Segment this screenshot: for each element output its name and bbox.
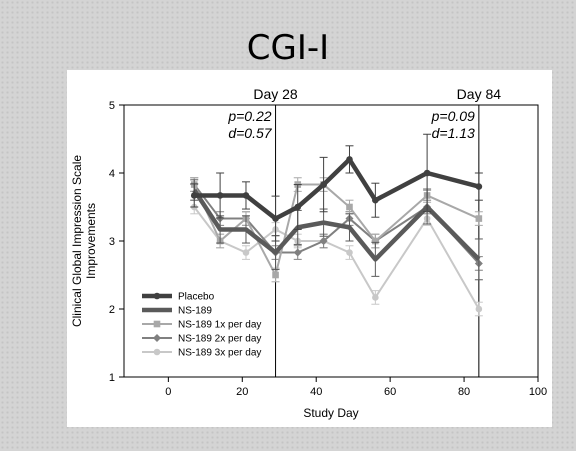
data-point bbox=[346, 203, 353, 211]
legend-marker bbox=[153, 292, 161, 300]
effect-size-label: d=0.57 bbox=[228, 125, 272, 141]
x-tick-label: 20 bbox=[236, 386, 248, 398]
data-point bbox=[320, 181, 327, 188]
legend-marker bbox=[153, 348, 161, 356]
y-tick-label: 3 bbox=[109, 236, 115, 248]
data-point bbox=[475, 305, 483, 313]
data-point bbox=[372, 237, 379, 245]
legend-label: NS-189 1x per day bbox=[178, 320, 261, 331]
y-tick-label: 2 bbox=[109, 304, 115, 316]
series-line bbox=[192, 188, 481, 262]
cgi-line-chart: 0 20 40 60 80 100 1 2 3 4 5 Study Day Clinical Globa… bbox=[70, 86, 547, 420]
legend-marker bbox=[153, 320, 161, 328]
x-tick-label: 40 bbox=[310, 386, 322, 398]
series-line bbox=[193, 183, 480, 265]
legend-label: Placebo bbox=[178, 292, 215, 303]
p-value-label: p=0.09 bbox=[431, 108, 475, 124]
data-point bbox=[190, 192, 198, 199]
legend-label: NS-189 bbox=[178, 306, 212, 317]
p-value-label: p=0.22 bbox=[227, 108, 271, 124]
series-line bbox=[194, 157, 480, 221]
x-tick-label: 60 bbox=[384, 386, 396, 398]
y-axis-label: Improvements bbox=[84, 203, 98, 279]
data-point bbox=[294, 203, 302, 211]
x-tick-label: 80 bbox=[458, 386, 470, 398]
data-point bbox=[423, 169, 431, 177]
data-point bbox=[372, 196, 379, 204]
data-point bbox=[319, 237, 328, 245]
data-point bbox=[475, 215, 483, 222]
series-line bbox=[193, 206, 480, 310]
data-point bbox=[293, 248, 302, 257]
effect-size-label: d=1.13 bbox=[432, 125, 475, 141]
data-point bbox=[272, 215, 279, 222]
legend-marker bbox=[153, 334, 161, 342]
data-point bbox=[346, 156, 353, 163]
data-point bbox=[372, 294, 379, 301]
x-tick-label: 0 bbox=[165, 386, 171, 398]
y-tick-label: 4 bbox=[109, 168, 115, 180]
x-axis-label: Study Day bbox=[303, 406, 358, 420]
data-point bbox=[242, 192, 250, 199]
x-tick-label: 100 bbox=[529, 386, 547, 398]
legend-label: NS-189 2x per day bbox=[178, 334, 261, 345]
data-point bbox=[242, 249, 250, 256]
reference-line-label: Day 84 bbox=[457, 86, 502, 102]
y-tick-label: 5 bbox=[109, 100, 115, 112]
data-point bbox=[475, 183, 483, 190]
data-point bbox=[272, 271, 279, 279]
data-point bbox=[216, 192, 224, 199]
slide-title: CGI-I bbox=[246, 28, 330, 68]
reference-line-label: Day 28 bbox=[253, 86, 298, 102]
data-point bbox=[346, 249, 353, 256]
chart-panel: 0 20 40 60 80 100 1 2 3 4 5 Study Day Clinical Globa… bbox=[67, 70, 552, 427]
legend-label: NS-189 3x per day bbox=[178, 348, 261, 359]
y-tick-label: 1 bbox=[109, 372, 115, 384]
y-axis-label: Clinical Global Impression Scale bbox=[70, 155, 84, 327]
